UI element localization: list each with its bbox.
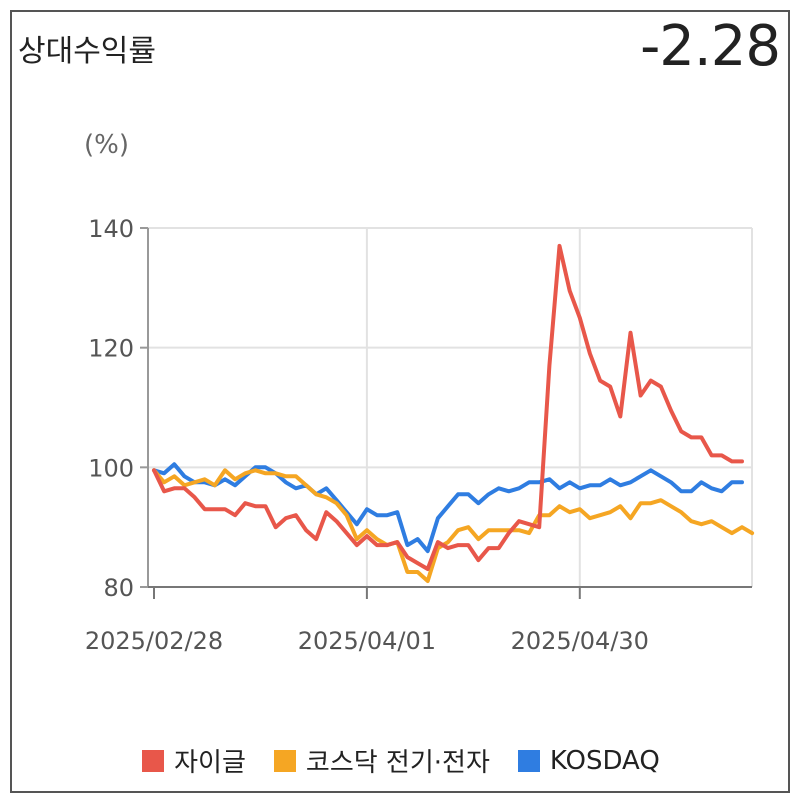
ytick-label-120: 120 xyxy=(88,335,134,363)
grid xyxy=(148,227,753,587)
series-line-kosdaq-electronics xyxy=(152,468,755,583)
xtick-label-2: 2025/04/30 xyxy=(511,627,649,655)
legend-swatch-kosdaq-electronics xyxy=(273,749,296,772)
y-unit-label: (%) xyxy=(84,130,129,160)
legend-item-kosdaq-electronics[interactable]: 코스닥 전기·전자 xyxy=(273,742,490,779)
legend: 자이글 코스닥 전기·전자 KOSDAQ xyxy=(0,742,802,779)
xtick-label-1: 2025/04/01 xyxy=(298,627,436,655)
legend-swatch-zaigle xyxy=(142,749,165,772)
legend-item-kosdaq[interactable]: KOSDAQ xyxy=(517,742,660,779)
series-lines xyxy=(152,243,755,583)
ytick-label-100: 100 xyxy=(88,454,134,482)
series-line-zaigle xyxy=(152,243,744,571)
chart-title: 상대수익률 xyxy=(18,34,156,69)
legend-label-kosdaq-electronics: 코스닥 전기·전자 xyxy=(305,748,490,778)
legend-item-zaigle[interactable]: 자이글 xyxy=(142,742,246,779)
axes: 80 100 120 140 2025/02/28 2025/04/01 2025/04/3… xyxy=(85,215,752,655)
ytick-label-80: 80 xyxy=(103,574,134,602)
ytick-label-140: 140 xyxy=(88,215,134,243)
xtick-label-0: 2025/02/28 xyxy=(85,627,223,655)
legend-swatch-kosdaq xyxy=(517,749,540,772)
chart-card xyxy=(10,10,790,793)
return-value: -2.28 xyxy=(640,14,781,79)
legend-label-kosdaq: KOSDAQ xyxy=(549,745,660,776)
legend-label-zaigle: 자이글 xyxy=(174,748,246,778)
